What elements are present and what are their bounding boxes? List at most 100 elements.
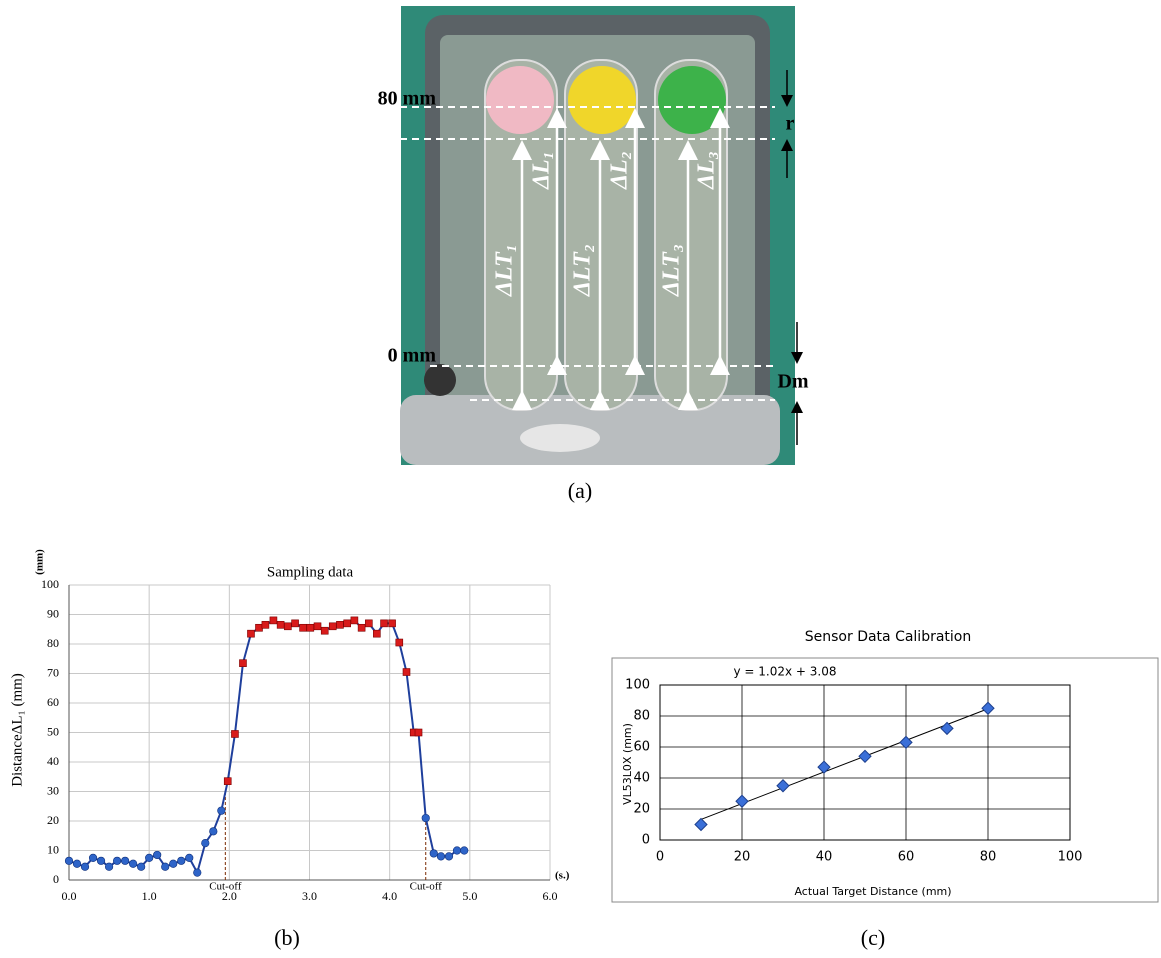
marker (328, 622, 337, 631)
dimension-label: Dm (777, 371, 808, 393)
marker (313, 622, 322, 631)
y-axis-title: DistanceΔL₁ (mm) (9, 673, 25, 787)
marker (373, 629, 381, 638)
photo: ΔLT₁ ΔL₁ ΔLT₂ ΔL₂ ΔLT₃ ΔL₃ 80 mm 0 mm r … (378, 6, 809, 465)
marker (121, 856, 130, 865)
marker (201, 839, 210, 848)
ball (568, 66, 636, 134)
marker (694, 817, 708, 832)
marker (940, 721, 954, 736)
y-tick-label: 60 (633, 740, 650, 755)
marker (129, 859, 138, 868)
chart-frame (611, 657, 1159, 903)
marker (247, 629, 255, 638)
marker (452, 846, 462, 855)
y-tick-label: 80 (633, 709, 650, 724)
chart: 0 10 20 30 40 50 60 70 80 90 100 0.0 1.0 2.0 3.0 4.0 5.0… (9, 549, 569, 903)
marker (343, 619, 351, 628)
marker (421, 813, 430, 823)
tube-label: ΔLT₁ (492, 244, 518, 297)
dimension-arrows (781, 70, 803, 445)
marker (395, 638, 404, 647)
y-tick-label: 40 (633, 771, 650, 786)
marker (388, 619, 396, 628)
marker (899, 735, 913, 750)
marker (365, 619, 373, 628)
x-tick-label: 5.0 (462, 889, 477, 903)
marker (137, 862, 146, 871)
x-axis-title: Actual Target Distance (mm) (794, 885, 951, 898)
marker (88, 853, 98, 862)
scale-label: 80 mm (378, 88, 437, 110)
plot-frame (659, 684, 1071, 841)
marker (223, 777, 232, 785)
y-tick-label: 20 (633, 802, 650, 817)
x-tick-label: 0 (656, 850, 664, 865)
y-tick-label: 80 (47, 636, 59, 650)
x-tick-label: 40 (816, 850, 833, 865)
y-tick-label: 100 (625, 678, 650, 693)
x-tick-label: 80 (980, 850, 997, 865)
caption: (c) (861, 925, 885, 950)
chart: 0 20 40 60 80 100 0 20 40 60 80 100 Sensor Data Cali… (621, 629, 1082, 898)
x-tick-label: 4.0 (382, 889, 397, 903)
x-tick-label: 0.0 (62, 889, 77, 903)
y-unit: (mm) (34, 549, 46, 575)
marker (239, 659, 247, 667)
chart-title: Sensor Data Calibration (805, 629, 972, 645)
y-tick-label: 50 (47, 724, 59, 738)
x-tick-label: 20 (734, 850, 751, 865)
dimension-label: r (786, 113, 795, 135)
tube-label: ΔLT₃ (659, 244, 685, 297)
y-tick-label: 100 (41, 577, 59, 591)
ball (486, 66, 554, 134)
marker (96, 856, 106, 865)
marker (350, 616, 359, 625)
x-tick-label: 2.0 (222, 889, 237, 903)
marker (444, 852, 454, 861)
marker (269, 616, 278, 625)
marker (817, 760, 831, 774)
marker (380, 619, 388, 628)
chart-title: Sampling data (267, 564, 354, 580)
marker (306, 623, 315, 632)
marker (185, 853, 194, 862)
annotation: Cut-off (410, 881, 443, 893)
y-tick-label: 90 (47, 606, 59, 620)
tube-label: ΔL₁ (529, 151, 555, 190)
scale-label: 0 mm (388, 345, 437, 367)
valve (424, 364, 456, 396)
marker (336, 621, 344, 629)
ball (658, 66, 726, 134)
y-tick-label: 10 (47, 842, 59, 856)
marker (72, 859, 82, 868)
marker (402, 668, 411, 676)
marker (169, 859, 178, 868)
tube-label: ΔLT₂ (570, 244, 596, 297)
marker (217, 806, 226, 815)
tube-label: ΔL₂ (607, 151, 633, 190)
marker (357, 623, 366, 632)
y-tick-label: 30 (47, 783, 59, 797)
marker (261, 621, 270, 629)
trendline-label: y = 1.02x + 3.08 (733, 665, 836, 679)
marker (193, 868, 202, 877)
marker (153, 850, 162, 860)
marker (80, 862, 90, 871)
marker (284, 622, 292, 631)
x-tick-label: 1.0 (142, 889, 157, 903)
y-tick-label: 0 (642, 833, 650, 848)
arrows (512, 108, 730, 410)
marker (276, 621, 285, 629)
y-tick-label: 60 (47, 695, 59, 709)
caption: (a) (568, 478, 592, 503)
marker (209, 827, 218, 836)
marker (64, 856, 74, 865)
marker (177, 856, 186, 865)
line (68, 619, 465, 876)
tube-label: ΔL₃ (694, 151, 720, 190)
marker (735, 794, 749, 808)
y-tick-label: 0 (53, 872, 59, 886)
x-tick-label: 60 (898, 850, 915, 865)
